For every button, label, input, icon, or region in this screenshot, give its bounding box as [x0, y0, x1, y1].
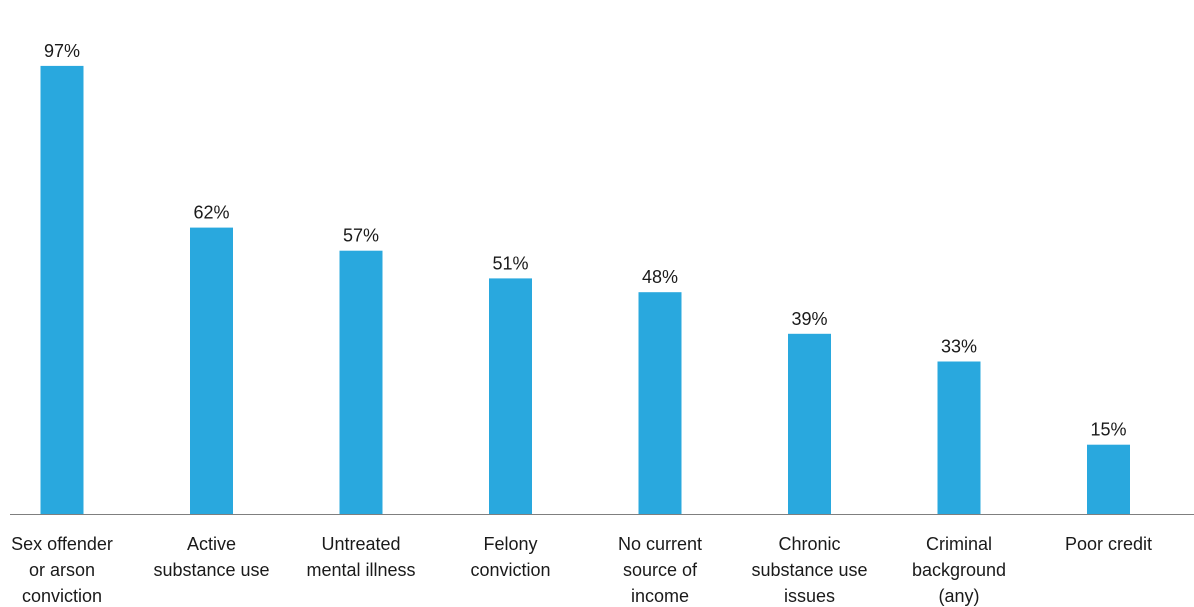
category-label-line: or arson	[29, 560, 95, 580]
bar	[190, 227, 233, 514]
bar	[40, 65, 84, 515]
category-label: Criminal background (any)	[912, 534, 1006, 606]
bar	[339, 250, 383, 514]
category-label-line: issues	[784, 586, 835, 606]
bars-group	[40, 65, 1130, 515]
category-label: Felony conviction	[470, 534, 550, 580]
bar	[937, 361, 981, 514]
bar-value-label: 51%	[492, 253, 528, 273]
bar-value-label: 97%	[44, 41, 80, 61]
category-label-line: Sex offender	[11, 534, 113, 554]
category-label-line: Untreated	[321, 534, 400, 554]
category-label-line: income	[631, 586, 689, 606]
bar-value-label: 62%	[193, 203, 229, 223]
category-label-line: background	[912, 560, 1006, 580]
category-label: Chronic substance use issues	[751, 534, 867, 606]
bar	[489, 278, 532, 514]
category-label-line: (any)	[938, 586, 979, 606]
category-label-line: Felony	[483, 534, 537, 554]
category-label-line: substance use	[153, 560, 269, 580]
category-label-line: conviction	[470, 560, 550, 580]
bar	[788, 333, 831, 514]
value-labels-group: 97% 62% 57% 51% 48% 39% 33% 15%	[44, 41, 1127, 440]
category-label-line: Poor credit	[1065, 534, 1152, 554]
category-label-line: conviction	[22, 586, 102, 606]
category-labels-group: Sex offender or arson conviction Active subs…	[11, 534, 1152, 606]
category-label-line: source of	[623, 560, 698, 580]
bar	[1087, 444, 1130, 514]
category-label-line: substance use	[751, 560, 867, 580]
category-label-line: No current	[618, 534, 702, 554]
bar-value-label: 15%	[1090, 420, 1126, 440]
bar	[638, 292, 682, 514]
bar-value-label: 57%	[343, 226, 379, 246]
category-label: Poor credit	[1065, 534, 1152, 554]
bar-value-label: 39%	[791, 309, 827, 329]
category-label: No current source of income	[618, 534, 702, 606]
bar-value-label: 33%	[941, 337, 977, 357]
bar-value-label: 48%	[642, 267, 678, 287]
category-label: Sex offender or arson conviction	[11, 534, 113, 606]
category-label-line: mental illness	[306, 560, 415, 580]
category-label-line: Chronic	[778, 534, 840, 554]
category-label: Untreated mental illness	[306, 534, 415, 580]
category-label-line: Criminal	[926, 534, 992, 554]
category-label: Active substance use	[153, 534, 269, 580]
category-label-line: Active	[187, 534, 236, 554]
